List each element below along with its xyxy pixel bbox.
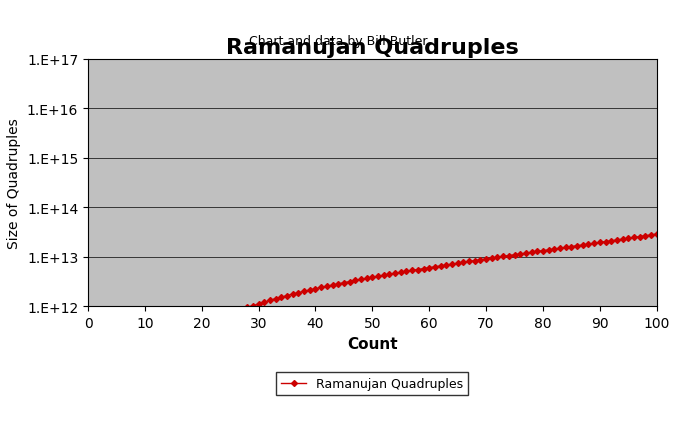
Line: Ramanujan Quadruples: Ramanujan Quadruples: [91, 233, 659, 412]
Ramanujan Quadruples: [607, 239, 615, 244]
Ramanujan Quadruples: [624, 236, 632, 241]
Legend: Ramanujan Quadruples: Ramanujan Quadruples: [276, 372, 468, 395]
Ramanujan Quadruples: [198, 320, 206, 325]
Ramanujan Quadruples: [89, 407, 97, 412]
Ramanujan Quadruples: [380, 273, 388, 278]
Title: Ramanujan Quadruples: Ramanujan Quadruples: [226, 38, 519, 58]
Ramanujan Quadruples: [425, 265, 433, 271]
Y-axis label: Size of Quadruples: Size of Quadruples: [7, 118, 22, 248]
Text: Chart and data by Bill Butler: Chart and data by Bill Butler: [249, 35, 428, 48]
X-axis label: Count: Count: [347, 336, 397, 351]
Ramanujan Quadruples: [221, 313, 229, 318]
Ramanujan Quadruples: [653, 232, 661, 237]
